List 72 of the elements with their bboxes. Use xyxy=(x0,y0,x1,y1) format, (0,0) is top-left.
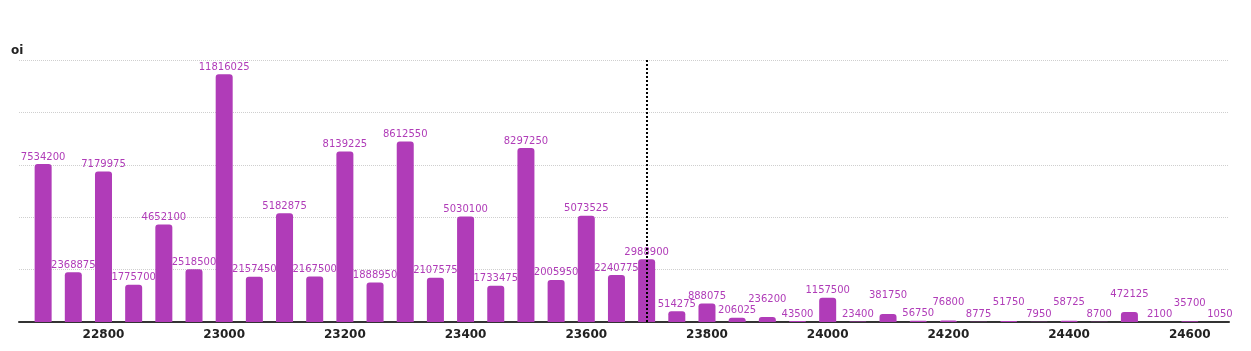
x-tick-label: 23000 xyxy=(203,327,246,341)
bar xyxy=(547,279,565,322)
bar xyxy=(668,311,686,322)
x-tick-label: 22800 xyxy=(82,327,125,341)
data-label: 8775 xyxy=(965,308,992,320)
data-label: 2100 xyxy=(1146,308,1173,320)
bar xyxy=(125,284,143,322)
data-label: 472125 xyxy=(1110,287,1149,299)
bar xyxy=(155,224,173,322)
data-label: 5182875 xyxy=(262,199,307,211)
bar xyxy=(638,259,656,322)
bar xyxy=(426,277,444,322)
x-tick-label: 24400 xyxy=(1048,327,1090,341)
data-label: 206025 xyxy=(718,304,757,316)
bar xyxy=(366,282,384,322)
bar xyxy=(306,276,324,322)
data-label: 7950 xyxy=(1026,308,1052,320)
data-label: 8139225 xyxy=(322,137,368,149)
x-tick-label: 24000 xyxy=(806,327,849,341)
data-label: 8612550 xyxy=(382,127,428,139)
data-label: 7534200 xyxy=(20,150,66,162)
bar xyxy=(487,285,505,322)
x-tick-label: 23800 xyxy=(686,327,728,341)
data-label: 1775700 xyxy=(111,271,156,283)
data-label: 35700 xyxy=(1173,296,1206,308)
data-label: 4652100 xyxy=(141,210,187,222)
data-label: 2107575 xyxy=(413,264,458,276)
bar xyxy=(698,303,716,322)
data-label: 236200 xyxy=(748,292,787,304)
x-tick-label: 23200 xyxy=(324,327,366,341)
data-label: 2518500 xyxy=(171,255,217,267)
y-axis-title: oi xyxy=(11,43,24,57)
data-label: 43500 xyxy=(781,307,814,319)
bar xyxy=(607,275,625,322)
bar xyxy=(276,213,294,322)
data-label: 1888950 xyxy=(352,268,398,280)
data-label: 2240775 xyxy=(594,261,639,273)
data-label: 8700 xyxy=(1086,308,1112,320)
bar xyxy=(457,216,475,322)
data-label: 2988900 xyxy=(624,245,669,257)
data-label: 51750 xyxy=(992,296,1025,308)
bar xyxy=(517,148,535,322)
data-label: 2167500 xyxy=(292,263,337,275)
x-tick-label: 23600 xyxy=(565,327,608,341)
x-tick-label: 23400 xyxy=(444,327,487,341)
bar xyxy=(34,164,52,322)
data-label: 76800 xyxy=(932,295,965,307)
data-label: 7179975 xyxy=(81,158,126,170)
bar xyxy=(396,141,414,322)
x-tick-label: 24600 xyxy=(1168,327,1211,341)
data-label: 1157500 xyxy=(805,284,850,296)
bar xyxy=(336,151,354,322)
bar xyxy=(94,171,112,322)
data-label: 5030100 xyxy=(443,203,488,215)
data-label: 5073525 xyxy=(564,202,609,214)
data-label: 1050 xyxy=(1207,308,1233,320)
data-label: 58725 xyxy=(1053,296,1085,308)
data-label: 2005950 xyxy=(533,266,579,278)
bar xyxy=(879,314,897,322)
bar xyxy=(64,272,82,322)
data-label: 23400 xyxy=(841,308,874,320)
data-label: 11816025 xyxy=(198,60,250,72)
bar xyxy=(245,276,263,322)
bar xyxy=(1120,312,1138,322)
data-label: 56750 xyxy=(902,307,935,319)
bar xyxy=(819,297,837,322)
data-label: 381750 xyxy=(868,289,908,301)
bar xyxy=(215,74,233,322)
x-tick-label: 24200 xyxy=(927,327,970,341)
data-label: 8297250 xyxy=(503,134,549,146)
bar xyxy=(577,215,595,322)
bar xyxy=(185,269,203,322)
